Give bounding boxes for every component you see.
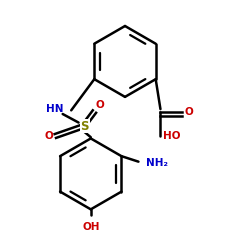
Text: HO: HO — [163, 131, 180, 141]
Text: NH₂: NH₂ — [146, 158, 168, 168]
Text: O: O — [96, 100, 104, 110]
Text: O: O — [185, 106, 194, 117]
Text: OH: OH — [82, 222, 100, 232]
Text: HN: HN — [46, 104, 64, 114]
Text: S: S — [80, 120, 89, 133]
Text: O: O — [44, 131, 53, 141]
